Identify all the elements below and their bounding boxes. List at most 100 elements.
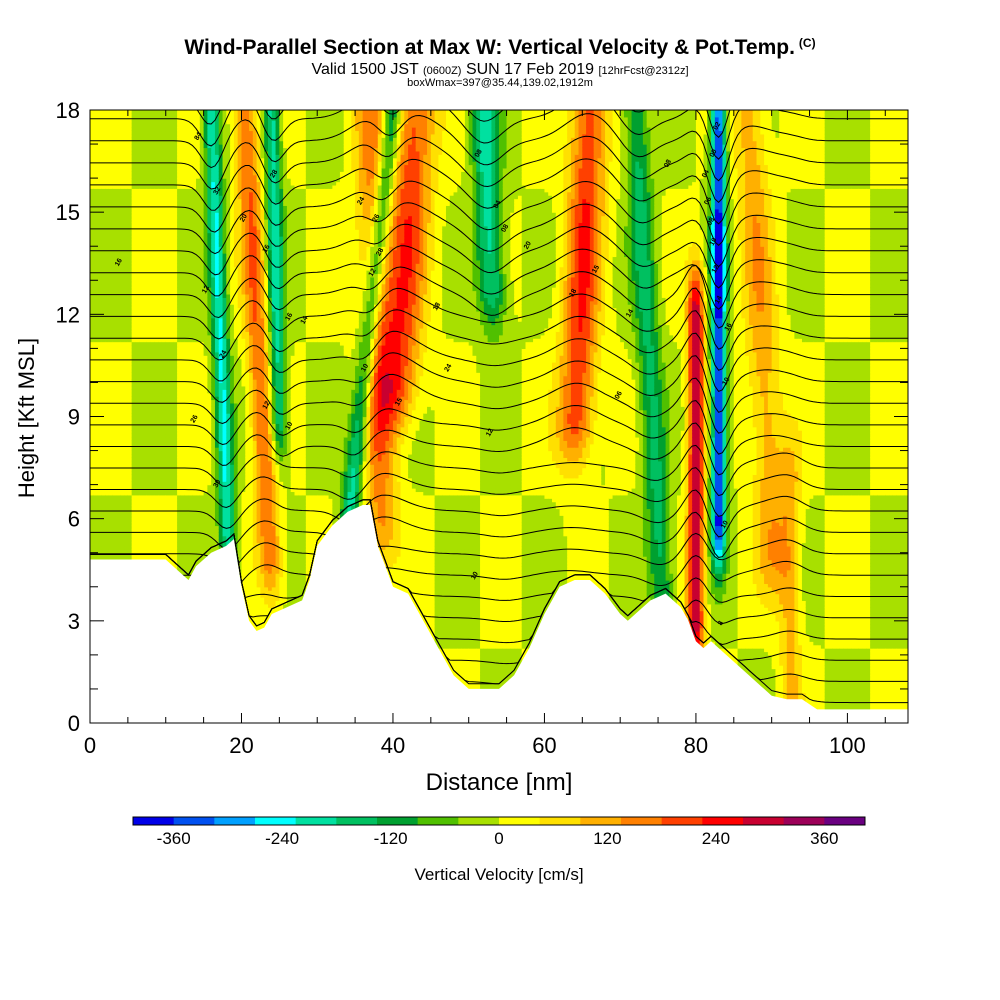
field-cell (90, 478, 94, 482)
field-cell (90, 365, 94, 369)
field-cell (94, 502, 98, 506)
field-cell (98, 110, 102, 114)
field-cell (101, 120, 105, 124)
field-cell (101, 202, 105, 206)
field-cell (113, 287, 117, 291)
field-cell (105, 372, 109, 376)
field-cell (109, 478, 113, 482)
field-cell (101, 233, 105, 237)
field-cell (113, 372, 117, 376)
field-cell (90, 219, 94, 223)
field-cell (109, 212, 113, 216)
field-cell (113, 478, 117, 482)
field-cell (105, 219, 109, 223)
field-cell (101, 325, 105, 329)
field-cell (98, 372, 102, 376)
field-cell (101, 280, 105, 284)
field-cell (90, 328, 94, 332)
field-cell (105, 328, 109, 332)
field-cell (90, 440, 94, 444)
field-cell (105, 417, 109, 421)
field-cell (90, 280, 94, 284)
field-cell (109, 342, 113, 346)
field-cell (98, 420, 102, 424)
field-cell (90, 471, 94, 475)
field-cell (101, 420, 105, 424)
field-cell (109, 502, 113, 506)
field-cell (117, 250, 121, 254)
field-cell (90, 539, 94, 543)
field-cell (94, 127, 98, 131)
field-cell (90, 151, 94, 155)
field-cell (105, 386, 109, 390)
field-cell (94, 113, 98, 117)
field-cell (101, 263, 105, 267)
field-cell (94, 134, 98, 138)
field-cell (98, 348, 102, 352)
field-cell (105, 478, 109, 482)
field-cell (98, 481, 102, 485)
field-cell (94, 212, 98, 216)
field-cell (90, 120, 94, 124)
field-cell (113, 359, 117, 363)
field-cell (109, 202, 113, 206)
field-cell (117, 236, 121, 240)
field-cell (105, 202, 109, 206)
field-cell (105, 519, 109, 523)
field-cell (98, 134, 102, 138)
field-cell (90, 233, 94, 237)
field-cell (117, 355, 121, 359)
field-cell (101, 386, 105, 390)
field-cell (117, 287, 121, 291)
field-cell (117, 420, 121, 424)
field-cell (101, 195, 105, 199)
field-cell (98, 512, 102, 516)
field-cell (109, 481, 113, 485)
field-cell (109, 417, 113, 421)
field-cell (109, 512, 113, 516)
field-cell (101, 134, 105, 138)
field-cell (101, 304, 105, 308)
field-cell (90, 342, 94, 346)
field-cell (98, 219, 102, 223)
field-cell (98, 359, 102, 363)
field-cell (90, 273, 94, 277)
field-cell (94, 525, 98, 529)
field-cell (113, 539, 117, 543)
field-cell (98, 212, 102, 216)
field-cell (113, 202, 117, 206)
field-cell (117, 311, 121, 315)
field-cell (113, 127, 117, 131)
field-cell (105, 481, 109, 485)
field-cell (90, 519, 94, 523)
field-cell (101, 434, 105, 438)
field-cell (90, 495, 94, 499)
field-cell (113, 188, 117, 192)
field-cell (101, 151, 105, 155)
field-cell (94, 372, 98, 376)
field-cell (113, 519, 117, 523)
field-cell (105, 311, 109, 315)
field-cell (105, 175, 109, 179)
field-cell (117, 495, 121, 499)
field-cell (113, 512, 117, 516)
field-cell (90, 164, 94, 168)
field-cell (117, 502, 121, 506)
field-cell (101, 481, 105, 485)
field-cell (90, 318, 94, 322)
field-cell (98, 236, 102, 240)
field-cell (113, 417, 117, 421)
field-cell (94, 263, 98, 267)
field-cell (98, 113, 102, 117)
field-cell (109, 110, 113, 114)
field-cell (105, 144, 109, 148)
field-cell (101, 525, 105, 529)
field-cell (98, 188, 102, 192)
field-cell (105, 365, 109, 369)
field-cell (98, 175, 102, 179)
field-cell (98, 379, 102, 383)
field-cell (105, 355, 109, 359)
field-cell (101, 127, 105, 131)
field-cell (90, 202, 94, 206)
field-cell (113, 144, 117, 148)
